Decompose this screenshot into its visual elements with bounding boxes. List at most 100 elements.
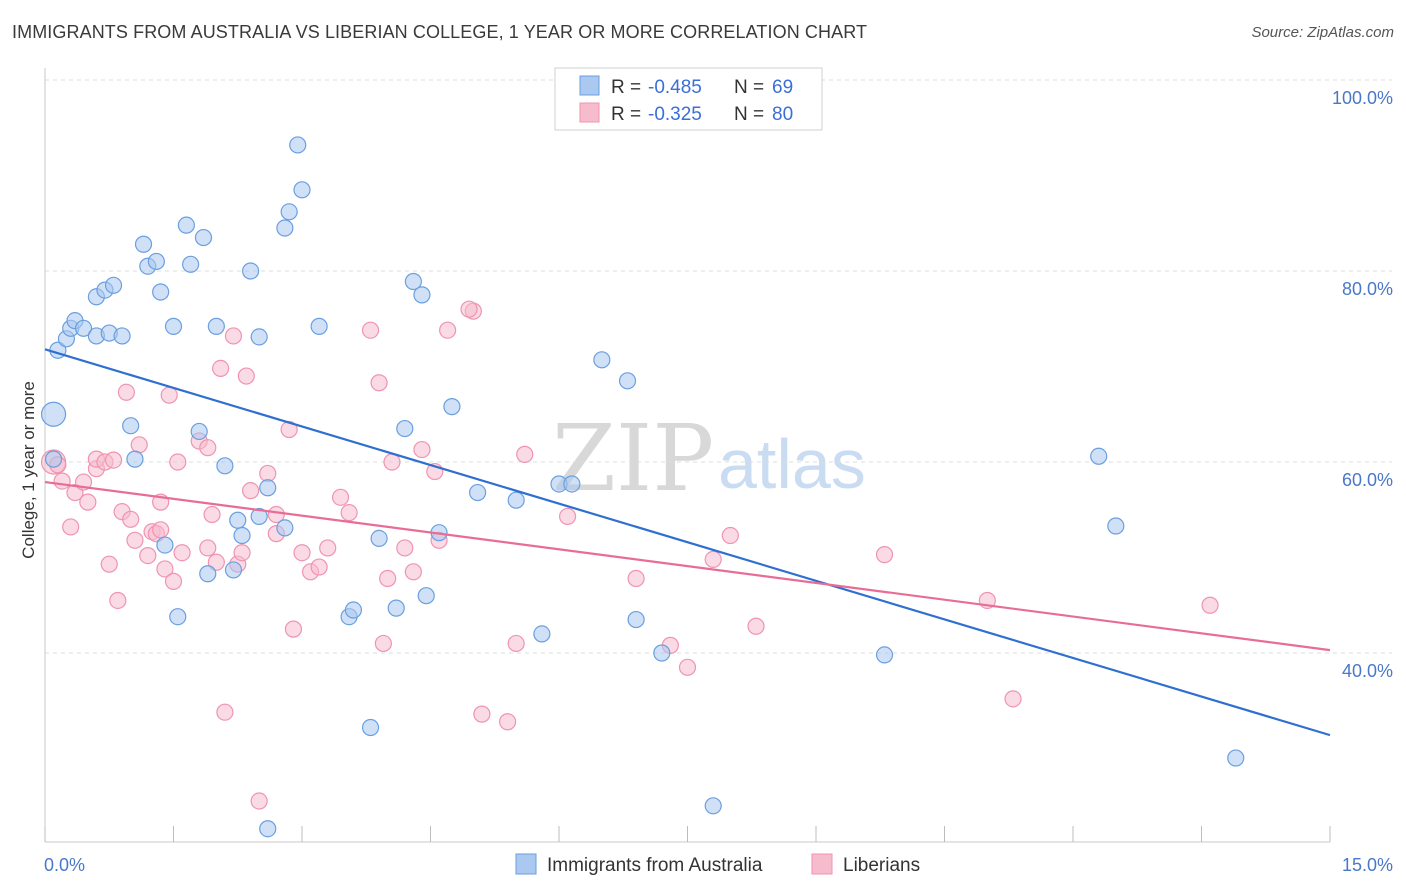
liberians-point	[875, 546, 894, 564]
australia-point	[40, 401, 67, 427]
australia-point	[147, 252, 165, 271]
australia-point	[404, 272, 422, 291]
legend-bottom-swatch-australia	[515, 853, 537, 875]
liberians-point	[678, 658, 697, 676]
liberians-point	[1004, 690, 1022, 708]
australia-point	[1107, 517, 1125, 535]
liberians-point	[199, 539, 217, 557]
liberians-point	[156, 560, 174, 578]
australia-point	[469, 483, 487, 502]
liberians-point	[242, 482, 260, 500]
legend-top-swatch-blue	[579, 75, 600, 96]
liberians-point	[627, 569, 645, 588]
y-tick-label: 60.0%	[1342, 470, 1393, 490]
legend-bottom: Immigrants from Australia Liberians	[515, 853, 920, 876]
liberians-point	[721, 526, 739, 545]
liberians-point	[516, 445, 534, 463]
liberians-point	[212, 359, 230, 378]
trendlines	[44, 348, 1331, 737]
liberians-point	[164, 572, 183, 590]
australia-point	[618, 372, 637, 390]
liberians-point	[319, 539, 337, 557]
watermark-atlas: atlas	[718, 425, 866, 503]
australia-point	[190, 422, 208, 441]
liberians-point	[507, 634, 525, 653]
australia-point	[310, 317, 328, 335]
australia-point	[74, 319, 93, 337]
liberians-point	[340, 504, 358, 522]
gridlines	[45, 79, 1392, 654]
source-label: Source: ZipAtlas.com	[1251, 24, 1394, 41]
liberians-point	[199, 439, 217, 457]
liberians-point	[100, 555, 118, 573]
legend-n-value-pink: 80	[772, 104, 793, 125]
australia-point	[164, 317, 183, 335]
australia-point	[293, 181, 311, 199]
australia-point	[593, 351, 611, 369]
australia-point	[259, 820, 277, 838]
australia-point	[1090, 447, 1108, 465]
australia-point	[250, 507, 268, 526]
australia-point	[177, 216, 195, 234]
australia-point	[507, 491, 525, 509]
liberians-point	[374, 634, 392, 653]
liberians-point	[207, 553, 225, 571]
liberians-point	[237, 367, 255, 385]
australia-point	[233, 526, 251, 545]
liberians-point	[122, 510, 140, 528]
y-axis-tick-labels: 40.0% 60.0% 80.0% 100.0%	[1332, 88, 1393, 681]
australia-point	[169, 608, 187, 626]
liberians-point	[267, 505, 285, 524]
liberians-point	[79, 493, 97, 511]
liberians-point	[117, 383, 135, 401]
liberians-point	[370, 374, 388, 392]
liberians-point	[284, 620, 303, 638]
australia-point	[224, 561, 243, 579]
legend-r-label-blue: R =	[611, 77, 641, 98]
liberians-point	[396, 539, 414, 557]
australia-point	[627, 610, 645, 629]
australia-point	[1227, 749, 1245, 767]
legend-n-label-blue: N =	[734, 77, 764, 98]
australia-point	[653, 644, 671, 662]
liberians-point	[383, 453, 401, 471]
australia-point	[122, 417, 140, 435]
australia-point	[152, 283, 170, 301]
australia-point	[875, 646, 894, 664]
australia-point	[182, 255, 200, 273]
liberians-point	[152, 521, 170, 539]
australia-point	[443, 398, 461, 416]
legend-bottom-label-liberians: Liberians	[843, 855, 920, 876]
x-tick-label-max: 15.0%	[1342, 855, 1393, 875]
australia-point	[104, 276, 123, 294]
legend-n-label-pink: N =	[734, 104, 764, 125]
australia-point	[242, 262, 260, 280]
liberians-point	[160, 386, 178, 404]
liberians-point	[379, 569, 397, 588]
liberians-point	[173, 544, 191, 562]
liberians-point	[439, 321, 457, 339]
liberians-point	[216, 703, 234, 721]
australia-point	[563, 475, 581, 493]
liberians-point	[203, 505, 221, 524]
liberians-point	[130, 436, 148, 454]
australia-point	[207, 317, 225, 335]
australia-point	[280, 203, 298, 221]
liberians-point	[224, 327, 243, 345]
australia-point	[704, 797, 722, 815]
y-axis-label: College, 1 year or more	[19, 381, 38, 559]
liberians-point	[233, 544, 251, 562]
y-tick-label: 100.0%	[1332, 88, 1393, 108]
australia-point	[194, 228, 213, 247]
australia-point	[126, 450, 144, 468]
australia-point	[361, 718, 380, 737]
australia-point	[113, 327, 131, 345]
australia-point	[134, 235, 153, 253]
legend-bottom-label-australia: Immigrants from Australia	[547, 855, 763, 876]
liberians-point	[404, 563, 422, 581]
liberians-point	[259, 464, 277, 483]
legend-r-value-blue: -0.485	[648, 77, 702, 98]
liberians-point	[747, 617, 765, 635]
legend-n-value-blue: 69	[772, 77, 793, 98]
